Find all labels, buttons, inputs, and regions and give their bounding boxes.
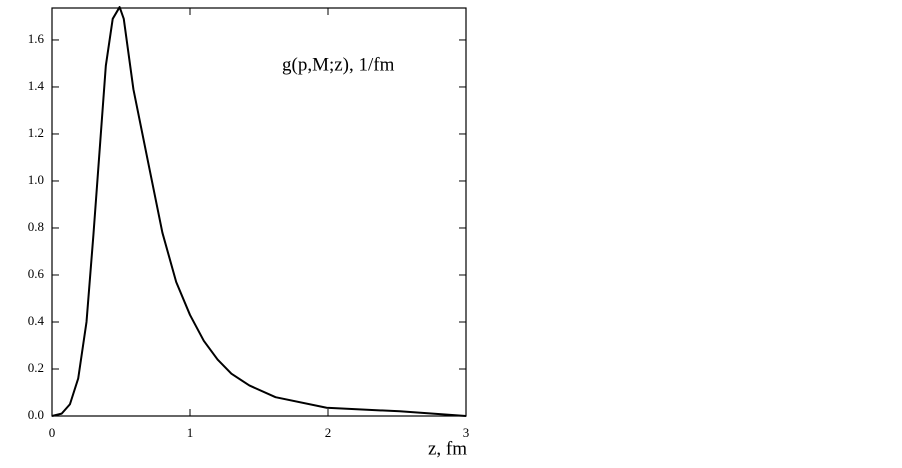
y-tick-label: 0.0 (28, 407, 44, 422)
x-tick-label: 2 (325, 425, 332, 440)
y-tick-label: 0.4 (28, 313, 45, 328)
y-tick-label: 0.6 (28, 266, 45, 281)
x-axis-label: z, fm (428, 438, 467, 459)
y-tick-label: 1.0 (28, 172, 44, 187)
y-tick-label: 1.2 (28, 125, 44, 140)
annotation: g(p,M;z), 1/fm (282, 54, 395, 75)
y-tick-label: 0.2 (28, 360, 44, 375)
line-series (51, 6, 467, 417)
y-tick-label: 0.8 (28, 219, 44, 234)
x-tick-label: 1 (187, 425, 194, 440)
x-tick-label: 0 (49, 425, 56, 440)
y-tick-label: 1.4 (28, 78, 45, 93)
x-tick-label: 3 (463, 425, 470, 440)
plot-frame (51, 7, 467, 417)
y-tick-label: 1.6 (28, 31, 45, 46)
